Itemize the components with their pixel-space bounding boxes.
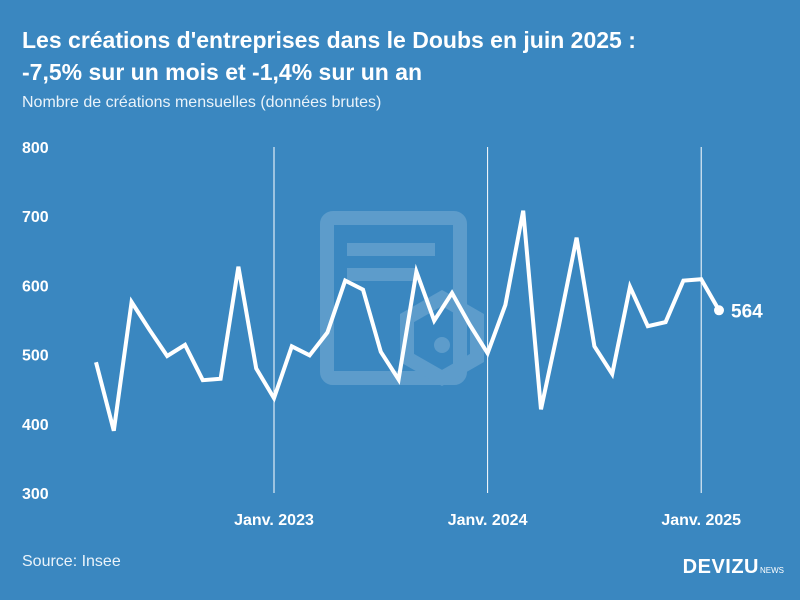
y-tick-label: 600: [22, 278, 49, 295]
end-point-marker: [714, 305, 724, 316]
end-value-label: 564: [731, 301, 763, 322]
brand-suffix: NEWS: [760, 566, 784, 575]
x-tick-label: Janv. 2023: [234, 512, 314, 529]
series-line: [94, 210, 721, 432]
y-tick-label: 700: [22, 209, 49, 226]
chart-subtitle: Nombre de créations mensuelles (données …: [22, 94, 382, 111]
brand-name: DEVIZU: [682, 556, 759, 578]
y-tick-label: 300: [22, 486, 49, 503]
x-tick-label: Janv. 2025: [661, 512, 741, 529]
y-tick-label: 400: [22, 417, 49, 434]
chart-title: Les créations d'entreprises dans le Doub…: [22, 24, 782, 88]
y-tick-label: 500: [22, 348, 49, 365]
x-tick-label: Janv. 2024: [448, 512, 528, 529]
brand-logo: DEVIZUNEWS: [683, 556, 784, 579]
y-tick-label: 800: [22, 140, 49, 157]
source-note: Source: Insee: [22, 553, 121, 570]
title-line-1: Les créations d'entreprises dans le Doub…: [22, 27, 636, 53]
title-line-2: -7,5% sur un mois et -1,4% sur un an: [22, 59, 423, 85]
